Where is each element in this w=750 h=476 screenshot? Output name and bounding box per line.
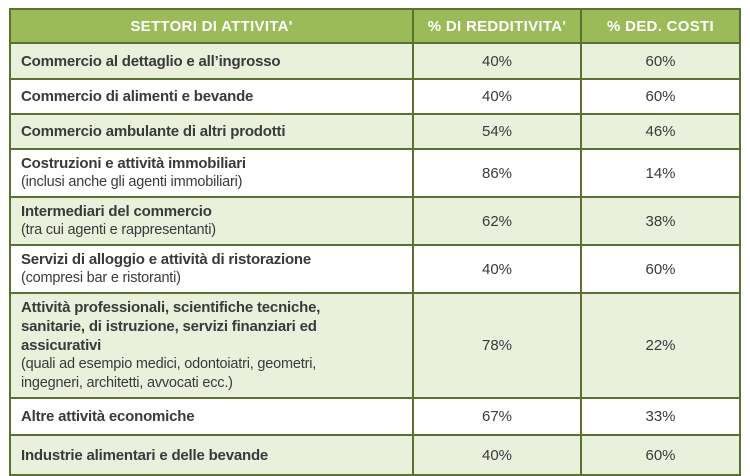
sector-note: (compresi bar e ristoranti) (21, 270, 181, 286)
ded-costi-value: 46% (580, 113, 741, 150)
ded-costi-value: 14% (580, 148, 741, 198)
sector-name: Altre attività economiche (21, 408, 195, 425)
table-row: Costruzioni e attività immobiliari (inclu… (9, 148, 741, 198)
sector-cell: Servizi di alloggio e attività di ristor… (9, 244, 414, 294)
sectors-table: SETTORI DI ATTIVITA' % DI REDDITIVITA' %… (9, 8, 741, 476)
redditivita-value: 40% (412, 42, 582, 80)
col-header-settori: SETTORI DI ATTIVITA' (9, 8, 414, 44)
redditivita-value: 78% (412, 292, 582, 399)
redditivita-value: 40% (412, 244, 582, 294)
sector-note: (quali ad esempio medici, odontoiatri, g… (21, 356, 317, 391)
sector-name: Industrie alimentari e delle bevande (21, 446, 269, 464)
col-header-ded-costi: % DED. COSTI (580, 8, 741, 44)
redditivita-value: 40% (412, 78, 582, 115)
sector-cell: Commercio al dettaglio e all’ingrosso (9, 42, 414, 80)
ded-costi-value: 38% (580, 196, 741, 246)
sector-name: Intermediari del commercio (21, 203, 212, 220)
sector-name: Servizi di alloggio e attività di ristor… (21, 251, 312, 268)
redditivita-value: 40% (412, 434, 582, 476)
table-row: Commercio di alimenti e bevande 40% 60% (9, 78, 741, 115)
ded-costi-value: 60% (580, 434, 741, 476)
table-row: Altre attività economiche 67% 33% (9, 397, 741, 436)
redditivita-value: 62% (412, 196, 582, 246)
header-row: SETTORI DI ATTIVITA' % DI REDDITIVITA' %… (9, 8, 741, 44)
sector-name: Costruzioni e attività immobiliari (21, 155, 246, 172)
table-row: Attività professionali, scientifiche tec… (9, 292, 741, 399)
table-row: Intermediari del commercio (tra cui agent… (9, 196, 741, 246)
sector-cell: Commercio di alimenti e bevande (9, 78, 414, 115)
sector-cell: Attività professionali, scientifiche tec… (9, 292, 414, 399)
sector-cell: Commercio ambulante di altri prodotti (9, 113, 414, 150)
table-row: Industrie alimentari e delle bevande 40%… (9, 434, 741, 476)
table-row: Commercio al dettaglio e all’ingrosso 40… (9, 42, 741, 80)
sector-note: (inclusi anche gli agenti immobiliari) (21, 174, 243, 190)
sector-name: Commercio al dettaglio e all’ingrosso (21, 52, 281, 70)
col-header-redditivita: % DI REDDITIVITA' (412, 8, 582, 44)
redditivita-value: 67% (412, 397, 582, 436)
sector-cell: Costruzioni e attività immobiliari (inclu… (9, 148, 414, 198)
sector-name: Commercio ambulante di altri prodotti (21, 123, 286, 140)
ded-costi-value: 60% (580, 78, 741, 115)
redditivita-value: 54% (412, 113, 582, 150)
sector-name: Attività professionali, scientifiche tec… (21, 299, 321, 354)
sector-name: Commercio di alimenti e bevande (21, 88, 254, 105)
table-row: Commercio ambulante di altri prodotti 54… (9, 113, 741, 150)
sector-cell: Industrie alimentari e delle bevande (9, 434, 414, 476)
ded-costi-value: 33% (580, 397, 741, 436)
table-row: Servizi di alloggio e attività di ristor… (9, 244, 741, 294)
ded-costi-value: 60% (580, 244, 741, 294)
sector-cell: Intermediari del commercio (tra cui agent… (9, 196, 414, 246)
redditivita-value: 86% (412, 148, 582, 198)
sector-cell: Altre attività economiche (9, 397, 414, 436)
sector-note: (tra cui agenti e rappresentanti) (21, 222, 216, 238)
ded-costi-value: 22% (580, 292, 741, 399)
ded-costi-value: 60% (580, 42, 741, 80)
